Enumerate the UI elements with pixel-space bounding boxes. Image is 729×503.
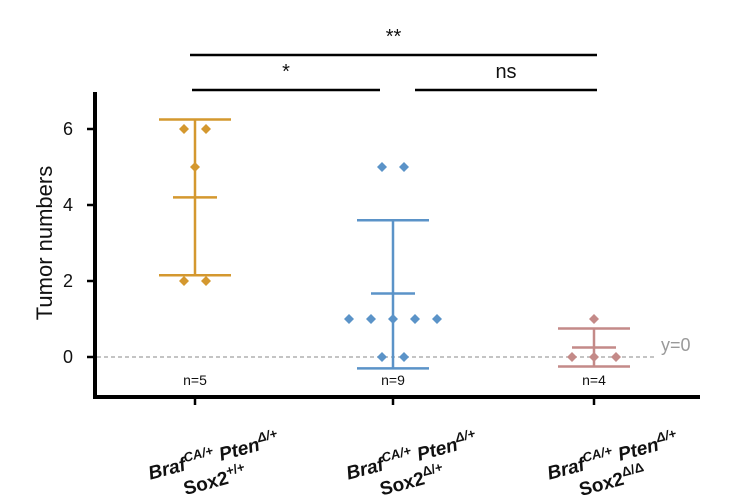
category-labels: BrafCA/+ PtenΔ/+Sox2+/+ BrafCA/+ PtenΔ/+S…	[146, 426, 678, 501]
data-point	[377, 352, 387, 362]
category-label-line2: Sox2+/+	[180, 459, 249, 500]
data-point	[201, 124, 211, 134]
data-point	[567, 352, 577, 362]
category-label-2: BrafCA/+ PtenΔ/+Sox2Δ/+	[343, 426, 480, 501]
group-2: n=9	[344, 162, 442, 388]
data-point	[399, 352, 409, 362]
y-tick-label: 4	[63, 195, 73, 215]
data-point	[388, 314, 398, 324]
y-tick-label: 0	[63, 347, 73, 367]
n-label: n=5	[183, 372, 207, 388]
data-point	[410, 314, 420, 324]
y-tick-label: 6	[63, 119, 73, 139]
group-1: n=5	[159, 118, 231, 388]
data-groups: n=5 n=9 n=4	[159, 118, 630, 388]
data-point	[589, 314, 599, 324]
data-point	[190, 162, 200, 172]
data-point	[399, 162, 409, 172]
data-point	[432, 314, 442, 324]
category-label-line2: Sox2Δ/Δ	[576, 459, 648, 501]
data-point	[179, 124, 189, 134]
data-point	[201, 276, 211, 286]
data-point	[179, 276, 189, 286]
category-label-1: BrafCA/+ PtenΔ/+Sox2+/+	[146, 426, 279, 500]
y-ticks: 0 2 4 6	[63, 119, 95, 367]
y-tick-label: 2	[63, 271, 73, 291]
group-3: n=4	[558, 314, 630, 388]
x-ticks	[193, 397, 596, 405]
data-point	[589, 352, 599, 362]
category-label-line1: BrafCA/+ PtenΔ/+	[343, 426, 480, 485]
y-axis-label: Tumor numbers	[32, 166, 57, 320]
reference-line-group: y=0	[97, 335, 691, 358]
n-label: n=9	[381, 372, 405, 388]
significance-brackets: *** ns	[190, 26, 597, 92]
significance-label: *	[282, 61, 290, 83]
data-point	[344, 314, 354, 324]
significance-label: **	[386, 26, 402, 48]
significance-label: ns	[495, 61, 516, 83]
data-point	[377, 162, 387, 172]
category-label-3: BrafCA/+ PtenΔ/+Sox2Δ/Δ	[545, 426, 678, 501]
category-label-line2: Sox2Δ/+	[377, 459, 448, 500]
n-label: n=4	[582, 372, 606, 388]
data-point	[366, 314, 376, 324]
axes	[93, 92, 700, 399]
reference-line-label: y=0	[661, 335, 691, 355]
data-point	[611, 352, 621, 362]
